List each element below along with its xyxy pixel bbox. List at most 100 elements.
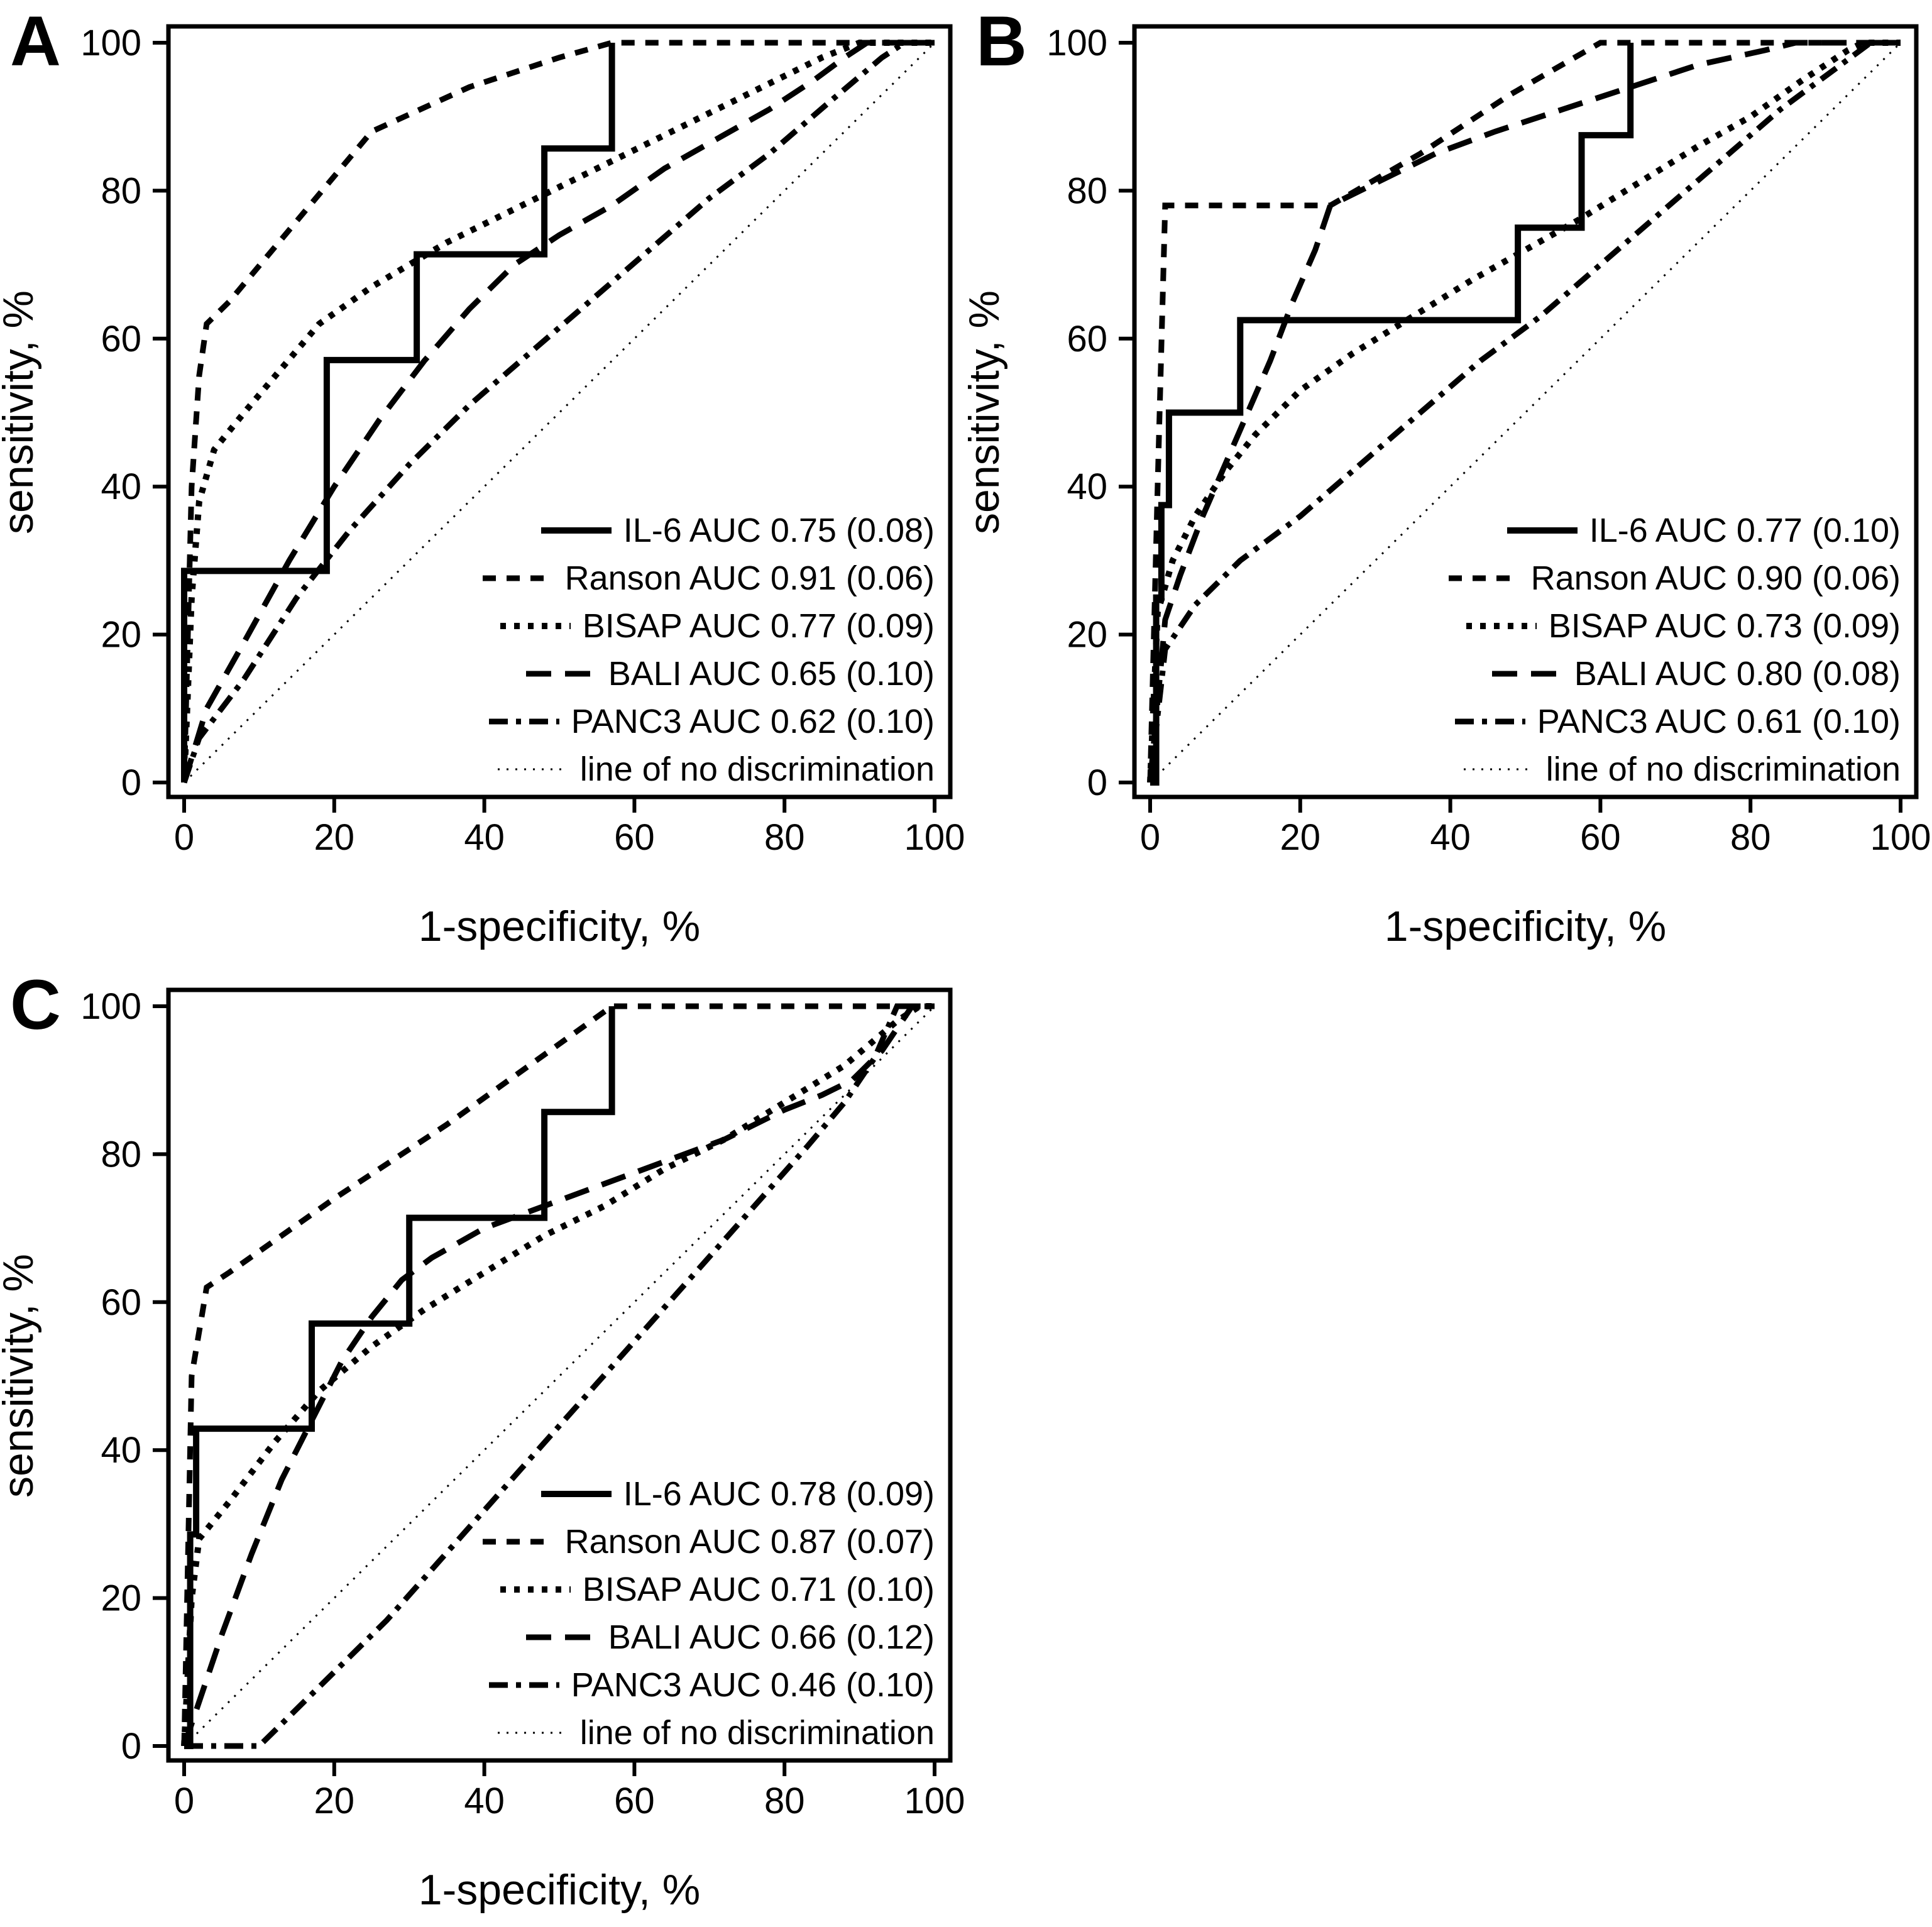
y-tick-label: 80 [101,1134,141,1175]
legend-item-ranson: Ranson AUC 0.87 (0.07) [481,1518,935,1566]
x-tick-label: 40 [464,817,505,858]
panel-b: 0 20 40 60 80 100 0 20 40 60 80 100 1-specificity, … [966,0,1932,964]
x-tick-label: 100 [904,1781,965,1821]
legend-label-ranson: Ranson AUC 0.90 (0.06) [1530,559,1901,597]
y-axis-label: sensitivity, % [0,290,42,534]
x-tick-label: 0 [174,817,194,858]
legend-label-panc3: PANC3 AUC 0.62 (0.10) [571,703,935,740]
x-tick-label: 60 [614,817,655,858]
x-tick-label: 100 [904,817,965,858]
legend-label-bali: BALI AUC 0.66 (0.12) [608,1618,935,1656]
y-tick-label: 60 [1067,319,1107,360]
legend-label-diag: line of no discrimination [579,1714,935,1752]
y-tick-label: 100 [80,23,141,63]
legend-item-il6: IL-6 AUC 0.78 (0.09) [539,1470,935,1518]
legend-item-panc3: PANC3 AUC 0.62 (0.10) [487,698,935,745]
roc-curve-il6 [181,43,615,782]
x-tick-label: 20 [314,1781,355,1821]
x-axis-label: 1-specificity, % [419,1866,700,1914]
y-tick-label: 100 [80,986,141,1027]
legend-swatch-panc3 [1454,718,1525,725]
legend-label-diag: line of no discrimination [579,750,935,788]
roc-curve-bisap [181,1003,935,1747]
legend-swatch-panc3 [488,718,559,725]
legend-swatch-diag [1463,768,1534,771]
legend-swatch-diag [497,1732,568,1734]
y-tick-label: 40 [101,466,141,507]
roc-curve-il6 [1150,43,1634,786]
legend-label-panc3: PANC3 AUC 0.46 (0.10) [571,1666,935,1704]
roc-curve-bali [1147,40,1901,783]
legend-label-bisap: BISAP AUC 0.73 (0.09) [1548,607,1901,645]
roc-curve-bisap [181,40,935,783]
legend-a: IL-6 AUC 0.75 (0.08) Ranson AUC 0.91 (0.0… [481,507,935,793]
x-tick-label: 0 [1140,817,1160,858]
legend-swatch-il6 [541,1491,612,1497]
curves-layer [1147,40,1902,786]
y-tick-label: 0 [121,762,141,803]
legend-label-il6: IL-6 AUC 0.78 (0.09) [623,1475,935,1513]
legend-item-bisap: BISAP AUC 0.71 (0.10) [498,1566,935,1613]
roc-curve-ranson [181,1003,935,1747]
y-tick-label: 40 [101,1430,141,1471]
legend-item-bisap: BISAP AUC 0.73 (0.09) [1464,602,1901,650]
x-axis-label: 1-specificity, % [419,903,700,950]
legend-swatch-il6 [541,527,612,534]
legend-c: IL-6 AUC 0.78 (0.09) Ranson AUC 0.87 (0.0… [481,1470,935,1757]
x-tick-label: 0 [174,1781,194,1821]
legend-item-diag: line of no discrimination [496,1709,935,1757]
legend-swatch-bisap [1466,623,1537,629]
plot-frame [1132,24,1919,799]
legend-label-bali: BALI AUC 0.65 (0.10) [608,655,935,693]
legend-label-ranson: Ranson AUC 0.87 (0.07) [564,1523,935,1561]
legend-swatch-il6 [1507,527,1578,534]
y-tick-label: 20 [101,615,141,656]
legend-swatch-bali [1491,671,1562,677]
roc-plot-a: 0 20 40 60 80 100 0 20 40 60 80 100 1-specificity, … [0,23,965,950]
legend-item-il6: IL-6 AUC 0.77 (0.10) [1505,507,1901,554]
legend-swatch-bali [525,1634,596,1640]
roc-curve-panc3 [181,40,935,784]
y-tick-label: 20 [101,1578,141,1619]
roc-curve-panc3 [1147,40,1901,783]
roc-curve-ranson [1147,40,1901,783]
y-tick-label: 80 [1067,170,1107,211]
y-tick-label: 0 [121,1726,141,1767]
legend-label-bali: BALI AUC 0.80 (0.08) [1574,655,1901,693]
legend-item-panc3: PANC3 AUC 0.46 (0.10) [487,1661,935,1709]
y-tick-label: 80 [101,170,141,211]
roc-curve-panc3 [184,1003,935,1749]
y-axis-label: sensitivity, % [966,290,1008,534]
x-tick-label: 20 [1280,817,1321,858]
panel-letter-a: A [10,2,61,80]
roc-plot-c: 0 20 40 60 80 100 0 20 40 60 80 100 1-specificity, … [0,986,965,1914]
roc-curve-bali [181,40,935,784]
legend-label-il6: IL-6 AUC 0.75 (0.08) [623,512,935,549]
legend-swatch-bali [525,671,596,677]
panel-letter-b: B [976,2,1027,80]
x-tick-label: 20 [314,817,355,858]
x-tick-label: 60 [1580,817,1621,858]
legend-item-il6: IL-6 AUC 0.75 (0.08) [539,507,935,554]
legend-label-il6: IL-6 AUC 0.77 (0.10) [1589,512,1901,549]
axes-layer: 0 20 40 60 80 100 0 20 40 60 80 100 [1046,23,1931,858]
legend-item-ranson: Ranson AUC 0.90 (0.06) [1447,554,1901,602]
legend-label-bisap: BISAP AUC 0.71 (0.10) [582,1571,935,1608]
roc-curve-il6 [184,1006,615,1749]
x-tick-label: 80 [764,1781,805,1821]
legend-label-panc3: PANC3 AUC 0.61 (0.10) [1537,703,1901,740]
legend-swatch-ranson [482,1539,553,1545]
legend-item-bali: BALI AUC 0.65 (0.10) [524,650,935,698]
y-tick-label: 20 [1067,615,1107,656]
x-tick-label: 40 [464,1781,505,1821]
y-tick-label: 100 [1046,23,1107,63]
x-tick-label: 40 [1430,817,1471,858]
legend-item-bali: BALI AUC 0.80 (0.08) [1490,650,1901,698]
legend-b: IL-6 AUC 0.77 (0.10) Ranson AUC 0.90 (0.0… [1447,507,1901,793]
legend-swatch-ranson [1448,575,1519,581]
x-tick-label: 100 [1870,817,1931,858]
legend-label-diag: line of no discrimination [1545,750,1901,788]
y-tick-label: 60 [101,319,141,360]
legend-label-bisap: BISAP AUC 0.77 (0.09) [582,607,935,645]
legend-swatch-diag [497,768,568,771]
